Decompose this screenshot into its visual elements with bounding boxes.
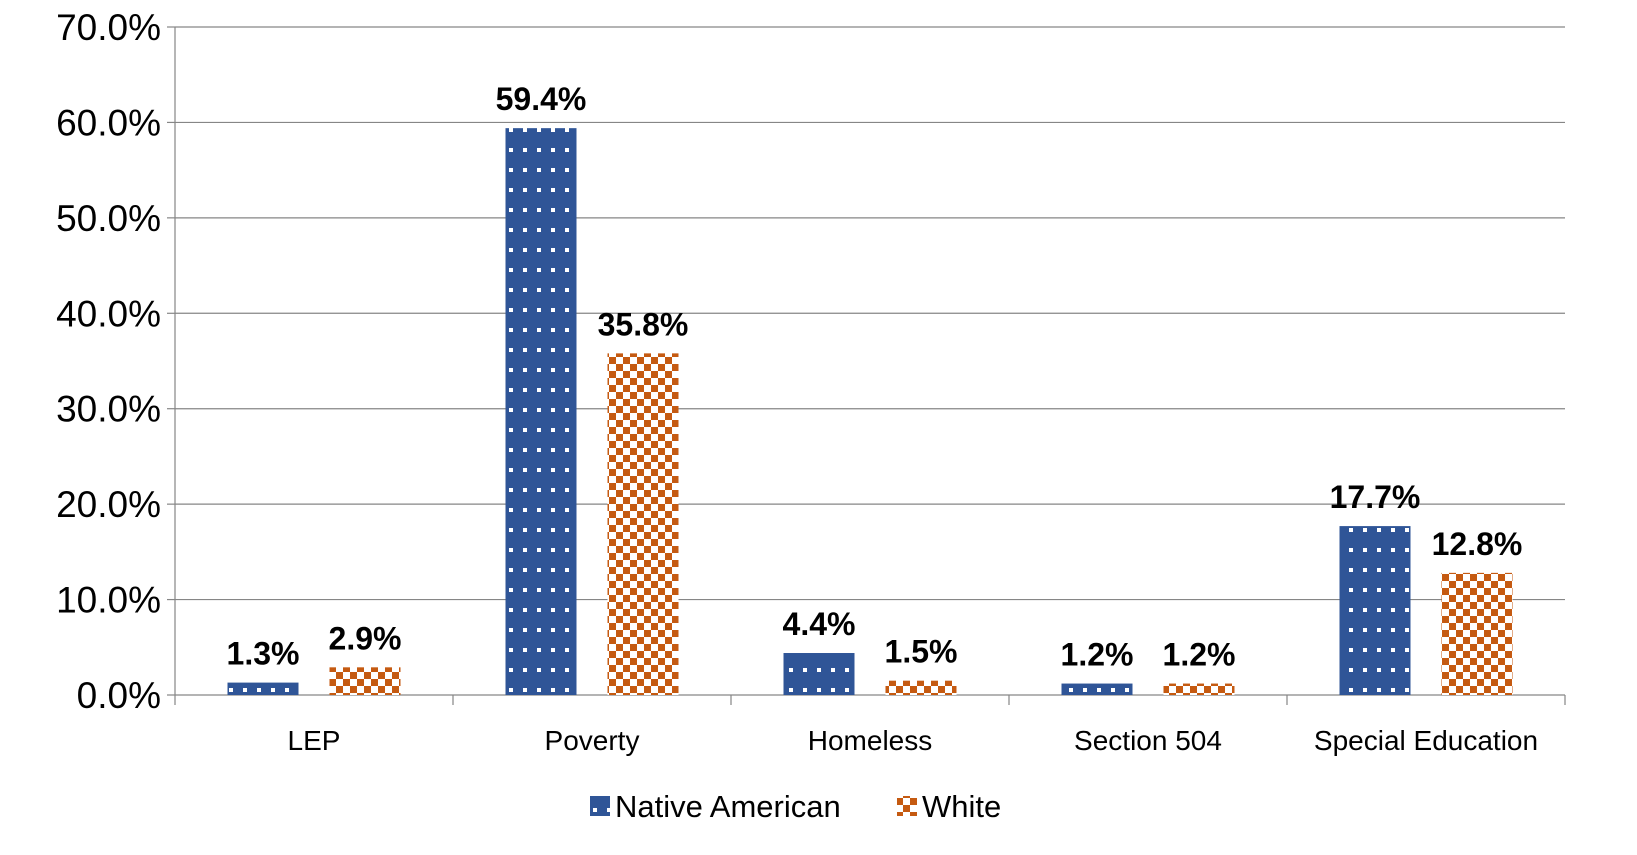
data-label: 1.2% bbox=[1163, 637, 1236, 673]
bars bbox=[227, 128, 1513, 695]
legend-item-white[interactable]: White bbox=[897, 789, 1001, 824]
y-tick-label: 10.0% bbox=[56, 580, 161, 621]
y-tick-label: 30.0% bbox=[56, 389, 161, 430]
data-label: 17.7% bbox=[1330, 479, 1421, 515]
data-label: 59.4% bbox=[496, 81, 587, 117]
bar-native-american bbox=[1339, 526, 1411, 695]
data-label: 2.9% bbox=[329, 620, 402, 656]
legend-label: White bbox=[922, 789, 1001, 824]
data-label: 12.8% bbox=[1432, 526, 1523, 562]
legend-swatch bbox=[897, 796, 917, 816]
bar-native-american bbox=[1061, 683, 1133, 695]
gridlines bbox=[175, 26, 1565, 601]
x-tick-label: LEP bbox=[288, 725, 341, 756]
y-tick-label: 60.0% bbox=[56, 102, 161, 143]
bar-native-american bbox=[227, 682, 299, 695]
y-tick-label: 50.0% bbox=[56, 198, 161, 239]
bar-white bbox=[885, 680, 957, 695]
x-tick-label: Homeless bbox=[808, 725, 932, 756]
x-tick-label: Special Education bbox=[1314, 725, 1538, 756]
legend-label: Native American bbox=[615, 789, 841, 824]
legend-item-native-american[interactable]: Native American bbox=[590, 789, 841, 824]
bar-native-american bbox=[783, 653, 855, 695]
data-label: 35.8% bbox=[598, 306, 689, 342]
axes: 0.0% 10.0% 20.0% 30.0% 40.0% 50.0% 60.0% 70.0% L… bbox=[56, 7, 1566, 756]
bar-white bbox=[329, 667, 401, 695]
bar-white bbox=[1163, 683, 1235, 695]
x-tick-label: Poverty bbox=[545, 725, 640, 756]
data-label: 4.4% bbox=[783, 606, 856, 642]
data-label: 1.2% bbox=[1061, 637, 1134, 673]
y-tick-label: 70.0% bbox=[56, 7, 161, 48]
legend-swatch bbox=[590, 796, 610, 816]
y-tick-label: 40.0% bbox=[56, 293, 161, 334]
legend[interactable]: Native American White bbox=[590, 789, 1001, 824]
data-label: 1.3% bbox=[227, 636, 300, 672]
y-tick-label: 20.0% bbox=[56, 484, 161, 525]
data-label: 1.5% bbox=[885, 634, 958, 670]
y-tick-label: 0.0% bbox=[77, 675, 161, 716]
bar-white bbox=[607, 353, 679, 695]
bar-native-american bbox=[505, 128, 577, 695]
bar-white bbox=[1441, 572, 1513, 695]
data-labels: 1.3% 2.9% 59.4% 35.8% 4.4% 1.5% 1.2% 1.2% 17.7% 1… bbox=[227, 81, 1523, 672]
x-tick-label: Section 504 bbox=[1074, 725, 1222, 756]
